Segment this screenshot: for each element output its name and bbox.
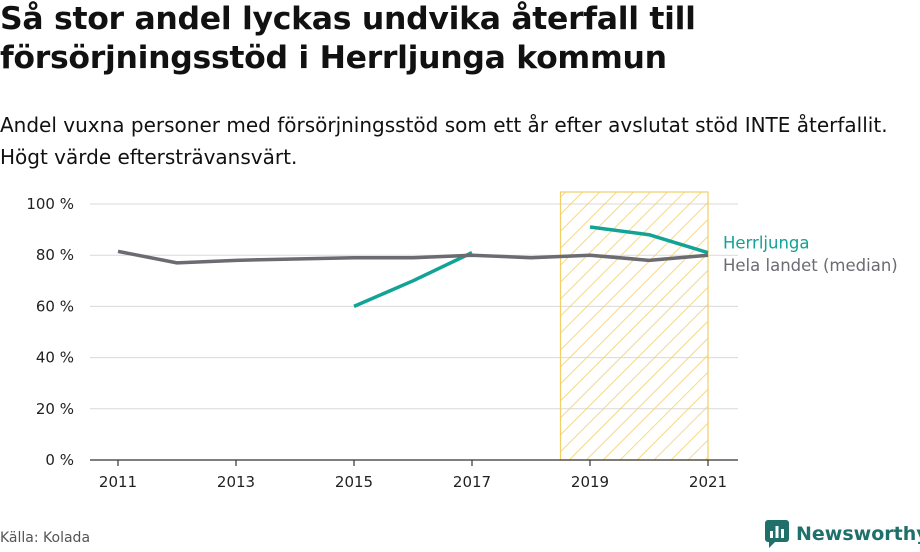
series-label-median: Hela landet (median): [723, 256, 898, 275]
x-tick-label-2013: 2013: [217, 473, 255, 491]
line-chart: 0 % 20 % 40 % 60 % 80 % 100 % 2011 2013 2015 2017…: [26, 191, 898, 491]
series-line-herrljunga-0: [353, 251, 473, 309]
x-tick-label-2011: 2011: [99, 473, 137, 491]
brand-name: Newsworthy: [796, 523, 920, 545]
y-tick-label-20: 20 %: [36, 400, 74, 418]
highlight-period: [559, 191, 709, 461]
chart-title: Så stor andel lyckas undvika återfall ti…: [0, 1, 696, 76]
source-note: Källa: Kolada: [0, 530, 91, 546]
y-tick-label-60: 60 %: [36, 297, 74, 315]
series-labels: Herrljunga Hela landet (median): [723, 234, 898, 276]
x-tick-label-2021: 2021: [689, 473, 727, 491]
x-tick-label-2017: 2017: [453, 473, 491, 491]
series-label-herrljunga: Herrljunga: [723, 234, 810, 253]
series-line-herrljunga-1: [589, 225, 709, 255]
series-lines: [117, 225, 709, 309]
newsworthy-logo-icon: [765, 520, 789, 548]
chart-subtitle: Andel vuxna personer med försörjningsstö…: [0, 113, 888, 169]
brand-logo: Newsworthy: [764, 518, 920, 550]
axes: 0 % 20 % 40 % 60 % 80 % 100 % 2011 2013 2015 2017…: [26, 195, 738, 491]
series-line-median-0: [117, 249, 709, 265]
y-tick-label-40: 40 %: [36, 349, 74, 367]
y-tick-label-80: 80 %: [36, 246, 74, 264]
x-tick-label-2015: 2015: [335, 473, 373, 491]
highlight-hatch-fill: [560, 192, 708, 460]
y-tick-label-0: 0 %: [45, 451, 74, 469]
y-tick-label-100: 100 %: [26, 195, 74, 213]
x-tick-label-2019: 2019: [571, 473, 609, 491]
